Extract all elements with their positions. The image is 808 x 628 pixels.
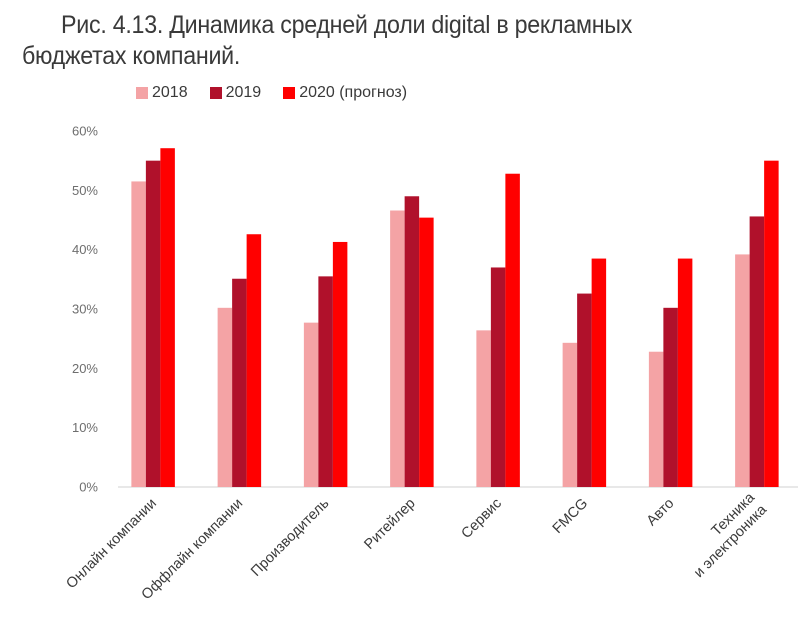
x-category-label: Техникаи электроника [679,489,771,581]
bar-2019 [145,160,161,487]
bar-2020-(прогноз) [246,234,262,487]
y-tick-label: 30% [72,302,98,317]
x-category-label-line: Производитель [248,496,332,580]
bar-2018 [131,181,146,487]
chart-legend: 2018 2019 2020 (прогноз) [136,84,429,102]
legend-swatch [283,87,296,99]
x-category-label: Онлайн компании [63,496,160,593]
y-tick-label: 40% [72,242,98,257]
legend-item-2: 2020 (прогноз) [283,84,407,102]
x-category-label: Сервис [459,496,505,542]
bar-2019 [404,196,420,487]
bar-2020-(прогноз) [419,217,434,488]
bar-2018 [217,307,233,487]
legend-item-1: 2019 [209,84,262,102]
bar-2018 [562,342,578,487]
legend-label: 2020 (прогноз) [299,84,408,101]
bar-2018 [648,351,664,487]
x-category-label-line: Онлайн компании [63,496,160,593]
bar-2020-(прогноз) [591,258,607,487]
bar-2020-(прогноз) [160,148,175,487]
bar-2019 [490,267,506,487]
bar-2018 [476,330,491,487]
x-category-label-line: Сервис [459,496,505,542]
bar-2019 [663,307,678,487]
bar-2020-(прогноз) [677,258,693,487]
y-tick-label: 20% [72,361,98,376]
legend-item-0: 2018 [136,84,188,102]
bar-2020-(прогноз) [332,241,348,487]
x-category-label-line: Авто [644,496,678,530]
x-category-label: Ритейлер [361,496,418,553]
bar-2018 [390,210,405,488]
bar-2019 [232,278,247,487]
bar-2019 [577,293,592,487]
bar-2020-(прогноз) [764,160,779,487]
x-category-label-line: Ритейлер [361,496,418,553]
y-tick-label: 60% [72,124,98,139]
legend-swatch [136,87,148,99]
x-category-label: Авто [644,496,678,530]
x-category-label-line: FMCG [550,496,591,537]
y-tick-label: 50% [72,183,98,198]
x-category-label: Производитель [248,496,332,580]
y-tick-label: 0% [79,480,98,495]
bar-2018 [303,322,319,487]
chart-title: Рис. 4.13. Динамика средней доли digital… [22,11,633,70]
bar-2019 [749,216,765,487]
x-category-label: FMCG [550,496,591,537]
y-tick-label: 10% [72,420,98,435]
legend-swatch [209,87,222,99]
bar-2019 [318,276,333,487]
bar-2018 [735,254,750,487]
bar-2020-(прогноз) [505,173,520,487]
legend-label: 2019 [225,84,262,101]
legend-label: 2018 [152,84,188,101]
